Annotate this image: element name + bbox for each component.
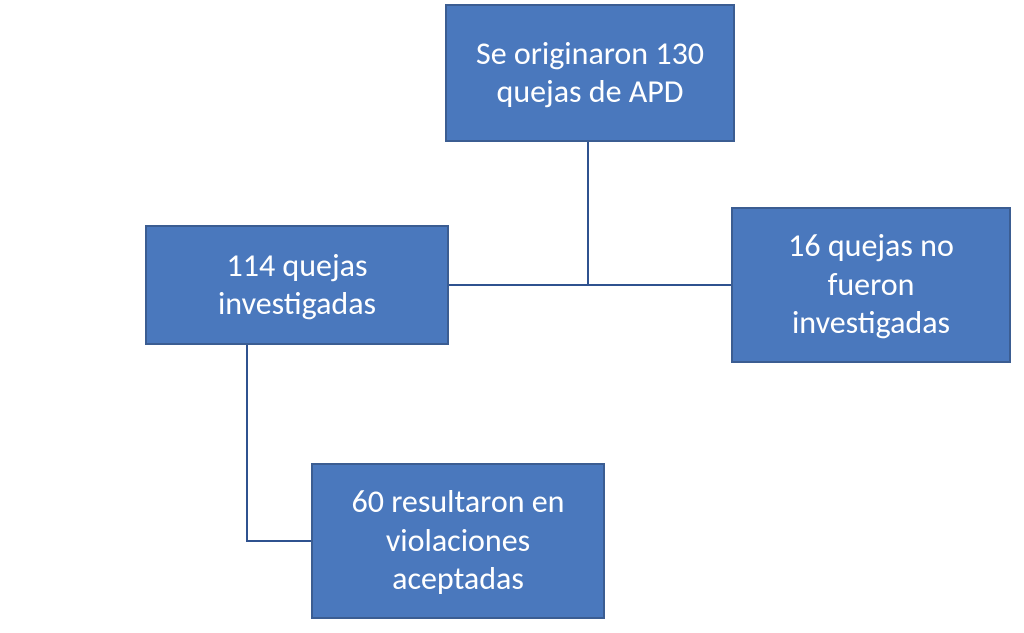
edge [449, 142, 588, 285]
node-investigated: 114 quejas investigadas [145, 225, 449, 345]
edge [588, 142, 731, 285]
node-not-investigated-label: 16 quejas no fueron investigadas [747, 227, 995, 342]
node-investigated-label: 114 quejas investigadas [161, 247, 433, 324]
node-violations: 60 resultaron en violaciones aceptadas [311, 463, 605, 619]
node-root: Se originaron 130 quejas de APD [445, 4, 735, 142]
edge [247, 345, 311, 541]
node-violations-label: 60 resultaron en violaciones aceptadas [327, 483, 589, 598]
node-root-label: Se originaron 130 quejas de APD [461, 35, 719, 112]
node-not-investigated: 16 quejas no fueron investigadas [731, 207, 1011, 363]
